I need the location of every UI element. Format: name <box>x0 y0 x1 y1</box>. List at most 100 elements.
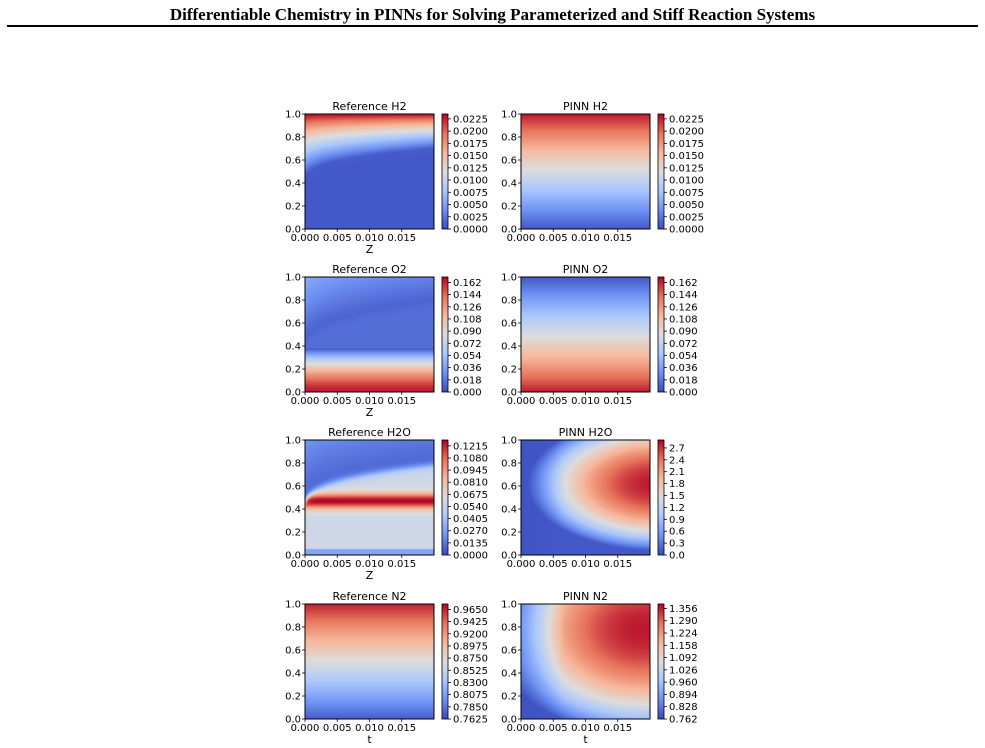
y-tick-label: 0.8 <box>285 133 301 144</box>
colorbar-tick-label: 0.0150 <box>669 151 704 162</box>
colorbar-tick-label: 0.090 <box>669 327 698 338</box>
colorbar-tick-label: 0.828 <box>669 702 698 713</box>
colorbar-tick-label: 0.054 <box>669 351 698 362</box>
x-tick-label: 0.000 <box>507 396 536 407</box>
x-tick-label: 0.015 <box>603 559 632 570</box>
colorbar-frame <box>657 113 665 230</box>
colorbar-tick-label: 0.0075 <box>669 188 704 199</box>
y-tick-label: 0.0 <box>501 225 517 236</box>
y-tick-label: 0.8 <box>285 623 301 634</box>
panel-title: PINN N2 <box>563 590 608 603</box>
x-tick-label: 0.010 <box>571 233 600 244</box>
colorbar-tick-label: 0.162 <box>453 278 482 289</box>
colorbar-tick-label: 0.0050 <box>669 200 704 211</box>
heatmap-image <box>521 277 650 392</box>
heatmap-image <box>521 114 650 229</box>
y-tick-label: 0.8 <box>501 133 517 144</box>
y-tick-label: 0.6 <box>285 646 301 657</box>
colorbar-tick-label: 0.0225 <box>453 114 488 125</box>
panel-title: Reference N2 <box>332 590 406 603</box>
y-tick-label: 1.0 <box>501 436 517 447</box>
colorbar-tick-label: 0.8075 <box>453 690 488 701</box>
y-tick-label: 0.2 <box>501 202 517 213</box>
colorbar-frame <box>657 439 665 556</box>
x-tick-label: 0.005 <box>323 559 352 570</box>
heatmap-image <box>305 440 434 555</box>
colorbar-frame <box>441 113 449 230</box>
x-tick-label: 0.015 <box>387 559 416 570</box>
colorbar-tick-label: 0.8975 <box>453 641 488 652</box>
heatmap-image <box>305 277 434 392</box>
x-tick-label: 0.005 <box>323 396 352 407</box>
y-tick-label: 1.0 <box>501 600 517 611</box>
colorbar-tick-label: 0.0225 <box>669 114 704 125</box>
colorbar-tick-label: 0.000 <box>453 388 482 399</box>
colorbar-tick-label: 0.3 <box>669 539 685 550</box>
y-tick-label: 0.2 <box>285 692 301 703</box>
colorbar-tick-label: 0.8525 <box>453 666 488 677</box>
colorbar-tick-label: 0.9200 <box>453 629 488 640</box>
y-tick-label: 0.0 <box>501 551 517 562</box>
y-tick-label: 1.0 <box>501 110 517 121</box>
y-tick-label: 0.2 <box>285 528 301 539</box>
x-axis-label: t <box>367 733 372 746</box>
panel-title: Reference H2O <box>328 426 411 439</box>
colorbar-tick-label: 0.9425 <box>453 617 488 628</box>
header-rule <box>7 25 978 27</box>
colorbar-tick-label: 0.144 <box>453 290 482 301</box>
colorbar-tick-label: 0.0050 <box>453 200 488 211</box>
panel-title: PINN H2 <box>563 100 608 113</box>
x-tick-label: 0.005 <box>539 723 568 734</box>
x-tick-label: 0.010 <box>571 559 600 570</box>
heatmap-panel: Reference O20.00.20.40.60.81.00.000 0.005… <box>285 263 482 419</box>
colorbar-tick-label: 0.1215 <box>453 441 488 452</box>
colorbar <box>442 440 448 555</box>
colorbar-tick-label: 0.9 <box>669 515 685 526</box>
colorbar <box>442 277 448 392</box>
x-tick-label: 0.015 <box>387 233 416 244</box>
colorbar-tick-label: 0.126 <box>669 302 698 313</box>
panel-title: Reference O2 <box>332 263 407 276</box>
colorbar-tick-label: 0.0150 <box>453 151 488 162</box>
y-tick-label: 0.4 <box>501 342 517 353</box>
y-tick-label: 0.6 <box>285 319 301 330</box>
colorbar-tick-label: 0.018 <box>453 375 482 386</box>
colorbar-tick-label: 0.960 <box>669 678 698 689</box>
y-tick-label: 0.8 <box>501 623 517 634</box>
heatmap-panel: PINN N2 0.0 0.2 0.4 0.6 0.8 1.0 0.000 0.005 0.010… <box>501 590 698 746</box>
colorbar-tick-label: 1.158 <box>669 641 698 652</box>
colorbar-frame <box>441 603 449 720</box>
colorbar-tick-label: 0.0810 <box>453 478 488 489</box>
colorbar-tick-label: 0.0025 <box>453 212 488 223</box>
colorbar-tick-label: 1.356 <box>669 604 698 615</box>
colorbar-tick-label: 0.0675 <box>453 490 488 501</box>
heatmap-image <box>521 440 650 555</box>
heatmap-panel: Reference N2 0.0 0.2 0.4 0.6 0.8 1.0 0.000 0.005… <box>285 590 488 746</box>
x-tick-label: 0.015 <box>603 723 632 734</box>
colorbar <box>658 604 664 719</box>
colorbar-frame <box>657 603 665 720</box>
y-tick-label: 0.2 <box>285 365 301 376</box>
x-tick-label: 0.005 <box>323 723 352 734</box>
x-axis-label: Z <box>366 569 374 582</box>
x-tick-label: 0.000 <box>291 396 320 407</box>
heatmap-panel: Reference H20.00.20.40.60.81.00.000 0.005… <box>285 100 488 256</box>
x-axis-label: t <box>583 733 588 746</box>
x-tick-label: 0.005 <box>539 396 568 407</box>
y-tick-label: 0.6 <box>501 646 517 657</box>
y-tick-label: 1.0 <box>285 273 301 284</box>
y-tick-label: 0.2 <box>501 528 517 539</box>
colorbar-frame <box>441 439 449 556</box>
y-tick-label: 0.8 <box>285 296 301 307</box>
colorbar-tick-label: 0.6 <box>669 527 685 538</box>
colorbar-tick-label: 0.0135 <box>453 538 488 549</box>
x-tick-label: 0.010 <box>355 233 384 244</box>
y-tick-label: 0.0 <box>285 551 301 562</box>
y-tick-label: 1.0 <box>285 110 301 121</box>
x-axis-label: Z <box>366 243 374 256</box>
colorbar <box>442 604 448 719</box>
x-tick-label: 0.010 <box>571 723 600 734</box>
y-tick-label: 0.0 <box>285 225 301 236</box>
